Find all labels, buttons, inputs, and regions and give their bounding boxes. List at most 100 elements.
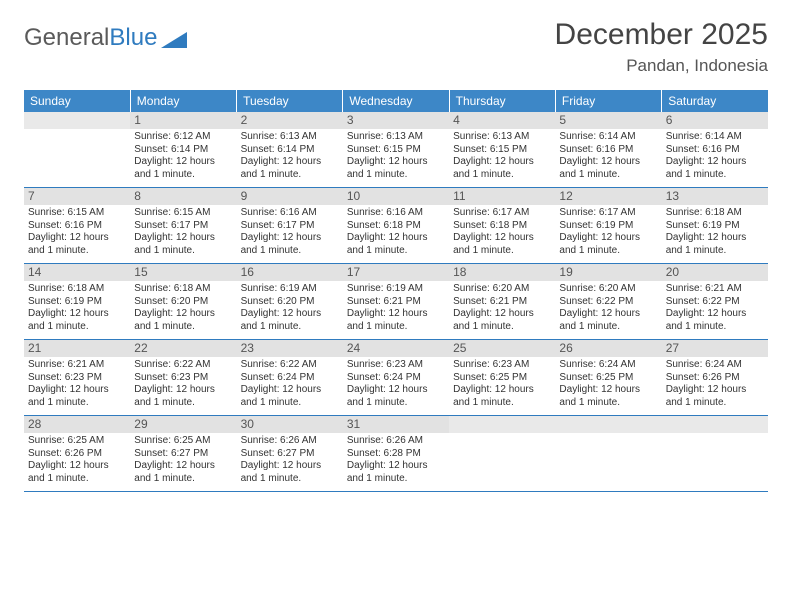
day-body: Sunrise: 6:13 AMSunset: 6:14 PMDaylight:…	[237, 129, 343, 187]
calendar-cell: 11 Sunrise: 6:17 AMSunset: 6:18 PMDayligh…	[449, 188, 555, 264]
calendar-cell: 2Sunrise: 6:13 AMSunset: 6:14 PMDaylight…	[237, 112, 343, 188]
calendar-cell: 28Sunrise: 6:25 AMSunset: 6:26 PMDayligh…	[24, 416, 130, 492]
title-block: December 2025 Pandan, Indonesia	[555, 18, 768, 76]
day-body-empty	[555, 433, 661, 489]
day-body: Sunrise: 6:14 AMSunset: 6:16 PMDaylight:…	[555, 129, 661, 187]
day-body: Sunrise: 6:18 AMSunset: 6:19 PMDaylight:…	[662, 205, 768, 263]
day-number: 12	[555, 188, 661, 205]
sunset-line: Sunset: 6:25 PM	[559, 372, 657, 385]
calendar-table: SundayMondayTuesdayWednesdayThursdayFrid…	[24, 90, 768, 492]
day-body-empty	[24, 129, 130, 185]
day-number: 1	[130, 112, 236, 129]
daylight-line: Daylight: 12 hours and 1 minute.	[453, 232, 551, 257]
day-number: 6	[662, 112, 768, 129]
calendar-cell: 20Sunrise: 6:21 AMSunset: 6:22 PMDayligh…	[662, 264, 768, 340]
sunrise-line: Sunrise: 6:25 AM	[134, 435, 232, 448]
calendar-cell: 14Sunrise: 6:18 AMSunset: 6:19 PMDayligh…	[24, 264, 130, 340]
sunrise-line: Sunrise: 6:15 AM	[134, 207, 232, 220]
calendar-cell: 12Sunrise: 6:17 AMSunset: 6:19 PMDayligh…	[555, 188, 661, 264]
sunrise-line: Sunrise: 6:19 AM	[241, 283, 339, 296]
daylight-line: Daylight: 12 hours and 1 minute.	[28, 232, 126, 257]
sunrise-line: Sunrise: 6:13 AM	[453, 131, 551, 144]
day-number: 29	[130, 416, 236, 433]
day-number: 26	[555, 340, 661, 357]
sunset-line: Sunset: 6:15 PM	[453, 144, 551, 157]
calendar-cell: 16Sunrise: 6:19 AMSunset: 6:20 PMDayligh…	[237, 264, 343, 340]
sunrise-line: Sunrise: 6:21 AM	[666, 283, 764, 296]
calendar-cell: 10Sunrise: 6:16 AMSunset: 6:18 PMDayligh…	[343, 188, 449, 264]
day-body: Sunrise: 6:26 AMSunset: 6:27 PMDaylight:…	[237, 433, 343, 491]
sunset-line: Sunset: 6:23 PM	[28, 372, 126, 385]
daylight-line: Daylight: 12 hours and 1 minute.	[134, 460, 232, 485]
day-number: 3	[343, 112, 449, 129]
day-number-empty	[24, 112, 130, 129]
sunset-line: Sunset: 6:19 PM	[559, 220, 657, 233]
day-number: 19	[555, 264, 661, 281]
daylight-line: Daylight: 12 hours and 1 minute.	[559, 308, 657, 333]
calendar-cell: 1Sunrise: 6:12 AMSunset: 6:14 PMDaylight…	[130, 112, 236, 188]
calendar-cell: 27Sunrise: 6:24 AMSunset: 6:26 PMDayligh…	[662, 340, 768, 416]
day-body: Sunrise: 6:25 AMSunset: 6:27 PMDaylight:…	[130, 433, 236, 491]
daylight-line: Daylight: 12 hours and 1 minute.	[453, 308, 551, 333]
sunset-line: Sunset: 6:20 PM	[134, 296, 232, 309]
sunrise-line: Sunrise: 6:14 AM	[559, 131, 657, 144]
day-number: 21	[24, 340, 130, 357]
day-body: Sunrise: 6:25 AMSunset: 6:26 PMDaylight:…	[24, 433, 130, 491]
sunset-line: Sunset: 6:16 PM	[28, 220, 126, 233]
day-number-empty	[662, 416, 768, 433]
sunrise-line: Sunrise: 6:20 AM	[559, 283, 657, 296]
day-number: 5	[555, 112, 661, 129]
weekday-row: SundayMondayTuesdayWednesdayThursdayFrid…	[24, 90, 768, 112]
logo-text-gray: General	[24, 24, 109, 52]
daylight-line: Daylight: 12 hours and 1 minute.	[28, 384, 126, 409]
daylight-line: Daylight: 12 hours and 1 minute.	[559, 156, 657, 181]
daylight-line: Daylight: 12 hours and 1 minute.	[666, 156, 764, 181]
day-body: Sunrise: 6:15 AMSunset: 6:17 PMDaylight:…	[130, 205, 236, 263]
weekday-header: Tuesday	[237, 90, 343, 112]
day-number: 28	[24, 416, 130, 433]
sunrise-line: Sunrise: 6:13 AM	[347, 131, 445, 144]
sunset-line: Sunset: 6:19 PM	[666, 220, 764, 233]
calendar-cell: 19Sunrise: 6:20 AMSunset: 6:22 PMDayligh…	[555, 264, 661, 340]
day-number: 17	[343, 264, 449, 281]
daylight-line: Daylight: 12 hours and 1 minute.	[241, 156, 339, 181]
sunrise-line: Sunrise: 6:13 AM	[241, 131, 339, 144]
logo-text-blue: Blue	[109, 24, 157, 52]
sunrise-line: Sunrise: 6:23 AM	[347, 359, 445, 372]
day-body: Sunrise: 6:15 AMSunset: 6:16 PMDaylight:…	[24, 205, 130, 263]
calendar-cell: 4Sunrise: 6:13 AMSunset: 6:15 PMDaylight…	[449, 112, 555, 188]
sunrise-line: Sunrise: 6:15 AM	[28, 207, 126, 220]
day-body: Sunrise: 6:21 AMSunset: 6:23 PMDaylight:…	[24, 357, 130, 415]
calendar-cell: 7Sunrise: 6:15 AMSunset: 6:16 PMDaylight…	[24, 188, 130, 264]
calendar-cell: 29Sunrise: 6:25 AMSunset: 6:27 PMDayligh…	[130, 416, 236, 492]
sunset-line: Sunset: 6:26 PM	[666, 372, 764, 385]
day-number: 10	[343, 188, 449, 205]
daylight-line: Daylight: 12 hours and 1 minute.	[28, 308, 126, 333]
sunrise-line: Sunrise: 6:23 AM	[453, 359, 551, 372]
day-number: 20	[662, 264, 768, 281]
day-number: 11	[449, 188, 555, 205]
sunset-line: Sunset: 6:22 PM	[666, 296, 764, 309]
sunrise-line: Sunrise: 6:17 AM	[453, 207, 551, 220]
sunset-line: Sunset: 6:16 PM	[559, 144, 657, 157]
calendar-cell: 26Sunrise: 6:24 AMSunset: 6:25 PMDayligh…	[555, 340, 661, 416]
calendar-cell: 13Sunrise: 6:18 AMSunset: 6:19 PMDayligh…	[662, 188, 768, 264]
day-body: Sunrise: 6:23 AMSunset: 6:25 PMDaylight:…	[449, 357, 555, 415]
calendar-cell	[555, 416, 661, 492]
day-body: Sunrise: 6:24 AMSunset: 6:25 PMDaylight:…	[555, 357, 661, 415]
daylight-line: Daylight: 12 hours and 1 minute.	[347, 384, 445, 409]
day-body: Sunrise: 6:22 AMSunset: 6:24 PMDaylight:…	[237, 357, 343, 415]
day-body: Sunrise: 6:18 AMSunset: 6:20 PMDaylight:…	[130, 281, 236, 339]
day-number: 4	[449, 112, 555, 129]
day-body: Sunrise: 6:17 AMSunset: 6:19 PMDaylight:…	[555, 205, 661, 263]
weekday-header: Thursday	[449, 90, 555, 112]
day-body: Sunrise: 6:24 AMSunset: 6:26 PMDaylight:…	[662, 357, 768, 415]
day-number: 22	[130, 340, 236, 357]
day-body: Sunrise: 6:16 AMSunset: 6:18 PMDaylight:…	[343, 205, 449, 263]
sunset-line: Sunset: 6:17 PM	[241, 220, 339, 233]
header: GeneralBlue December 2025 Pandan, Indone…	[24, 18, 768, 76]
day-number: 15	[130, 264, 236, 281]
calendar-cell: 3Sunrise: 6:13 AMSunset: 6:15 PMDaylight…	[343, 112, 449, 188]
sunset-line: Sunset: 6:18 PM	[453, 220, 551, 233]
calendar-cell: 17Sunrise: 6:19 AMSunset: 6:21 PMDayligh…	[343, 264, 449, 340]
